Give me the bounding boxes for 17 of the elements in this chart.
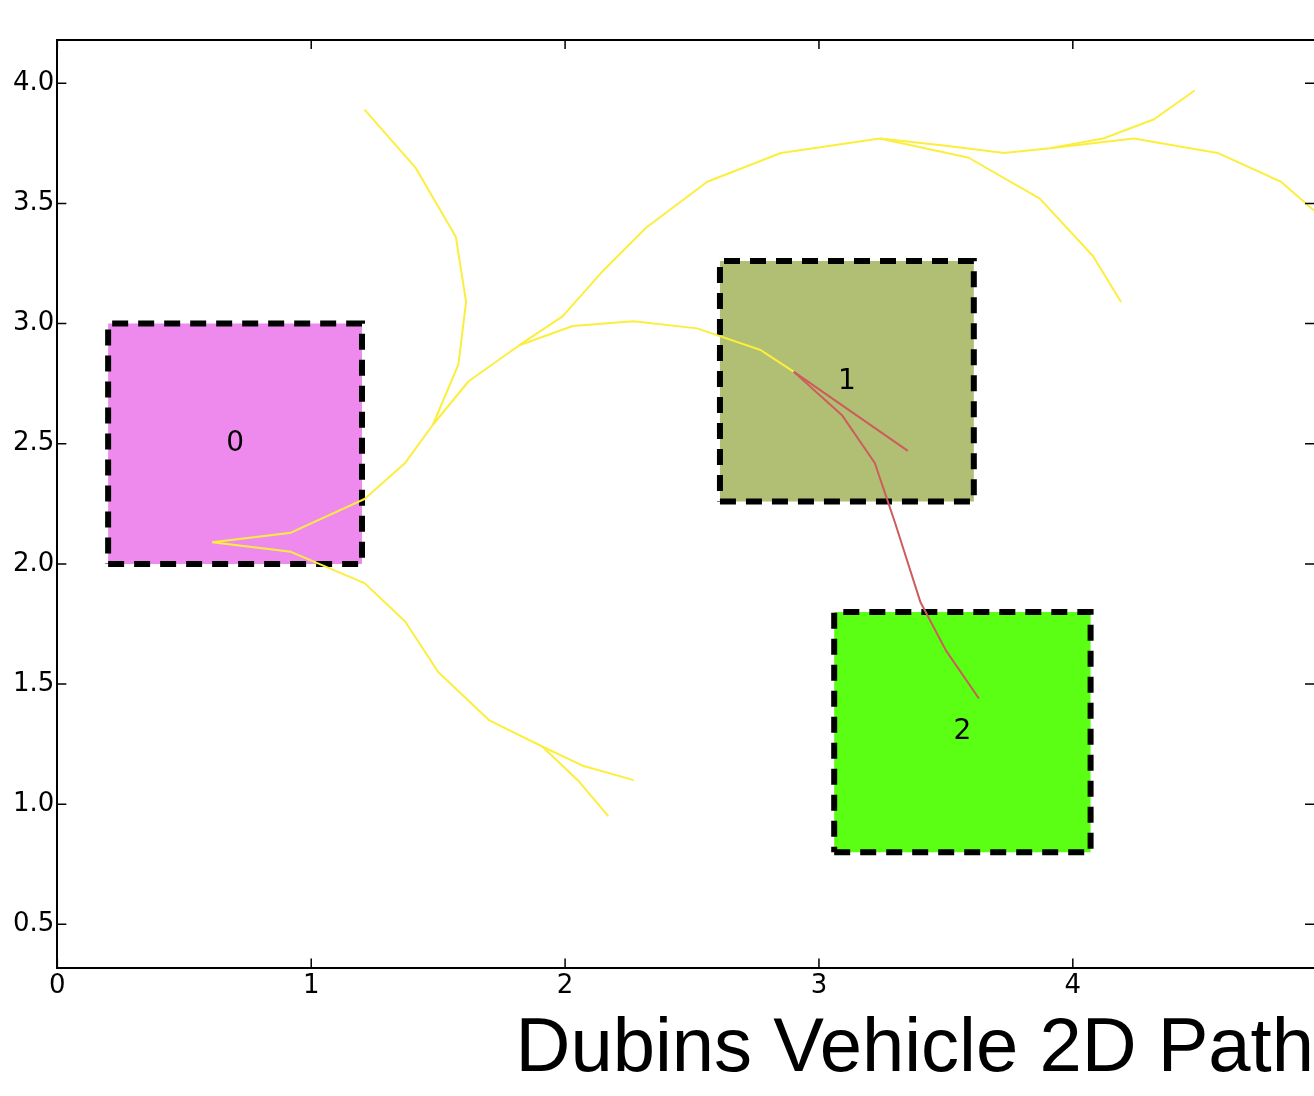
- text: Dubins Vehicle 2D Path: [515, 1002, 1314, 1088]
- y-tick-label: 3.0: [12, 306, 55, 337]
- y-tick-label: 4.0: [12, 66, 55, 97]
- y-tick-label: 2.0: [12, 546, 55, 577]
- y-tick-label: 1.0: [12, 786, 55, 817]
- x-tick-label: 4: [1064, 968, 1082, 999]
- y-tick-label: 1.5: [12, 666, 55, 697]
- x-tick-label: 2: [556, 968, 574, 999]
- x-tick-label: 1: [302, 968, 320, 999]
- series-label: 0: [226, 425, 244, 458]
- series-label: 2: [953, 713, 972, 747]
- x-tick-label: 3: [810, 968, 828, 999]
- y-tick-label: 0.5: [12, 907, 55, 938]
- series-label: 1: [837, 362, 856, 396]
- y-tick-label: 3.5: [12, 186, 55, 217]
- x-tick-label: 0: [49, 968, 66, 999]
- y-tick-label: 2.5: [12, 426, 55, 457]
